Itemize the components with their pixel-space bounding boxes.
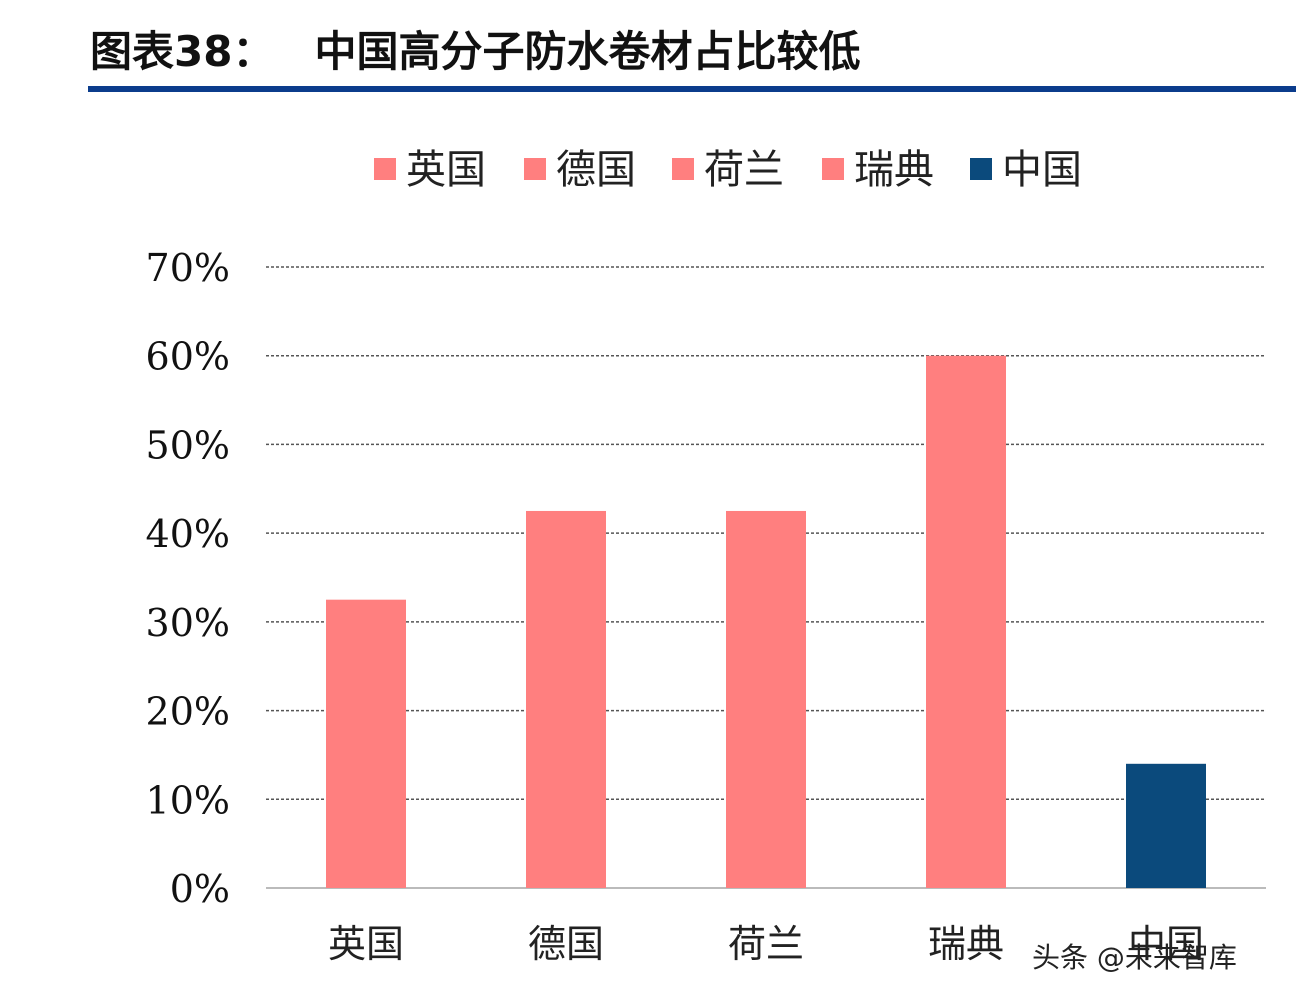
legend-label: 荷兰 [704,147,784,193]
y-tick-label: 0% [170,867,230,911]
bar-3 [726,510,806,888]
legend-label: 瑞典 [854,147,934,193]
bar-4 [926,355,1006,888]
legend-swatch [672,158,694,180]
bar-1 [326,599,406,888]
watermark: 头条 @未来智库 [1032,941,1237,974]
y-tick-label: 20% [146,690,230,734]
legend-label: 德国 [556,147,636,193]
x-tick-label: 德国 [528,922,604,966]
title-underline [88,86,1296,92]
legend-swatch [374,158,396,180]
legend-label: 中国 [1002,147,1082,193]
legend-swatch [970,158,992,180]
legend-swatch [524,158,546,180]
x-tick-label: 荷兰 [728,922,804,966]
figure-title: 图表38： 中国高分子防水卷材占比较低 [90,18,860,78]
y-tick-label: 50% [146,423,230,467]
x-tick-label: 英国 [328,922,404,966]
bar-2 [526,510,606,888]
y-tick-label: 10% [146,778,230,822]
legend-swatch [822,158,844,180]
x-tick-label: 中国 [1128,922,1204,966]
figure-label: 图表38： [90,27,275,76]
y-tick-label: 70% [146,246,230,290]
y-tick-label: 60% [146,335,230,379]
x-tick-label: 瑞典 [928,922,1004,966]
y-tick-label: 30% [146,601,230,645]
bar-5 [1126,763,1206,888]
legend-label: 英国 [406,147,486,193]
figure-title-text: 中国高分子防水卷材占比较低 [314,27,861,76]
y-tick-label: 40% [146,512,230,556]
